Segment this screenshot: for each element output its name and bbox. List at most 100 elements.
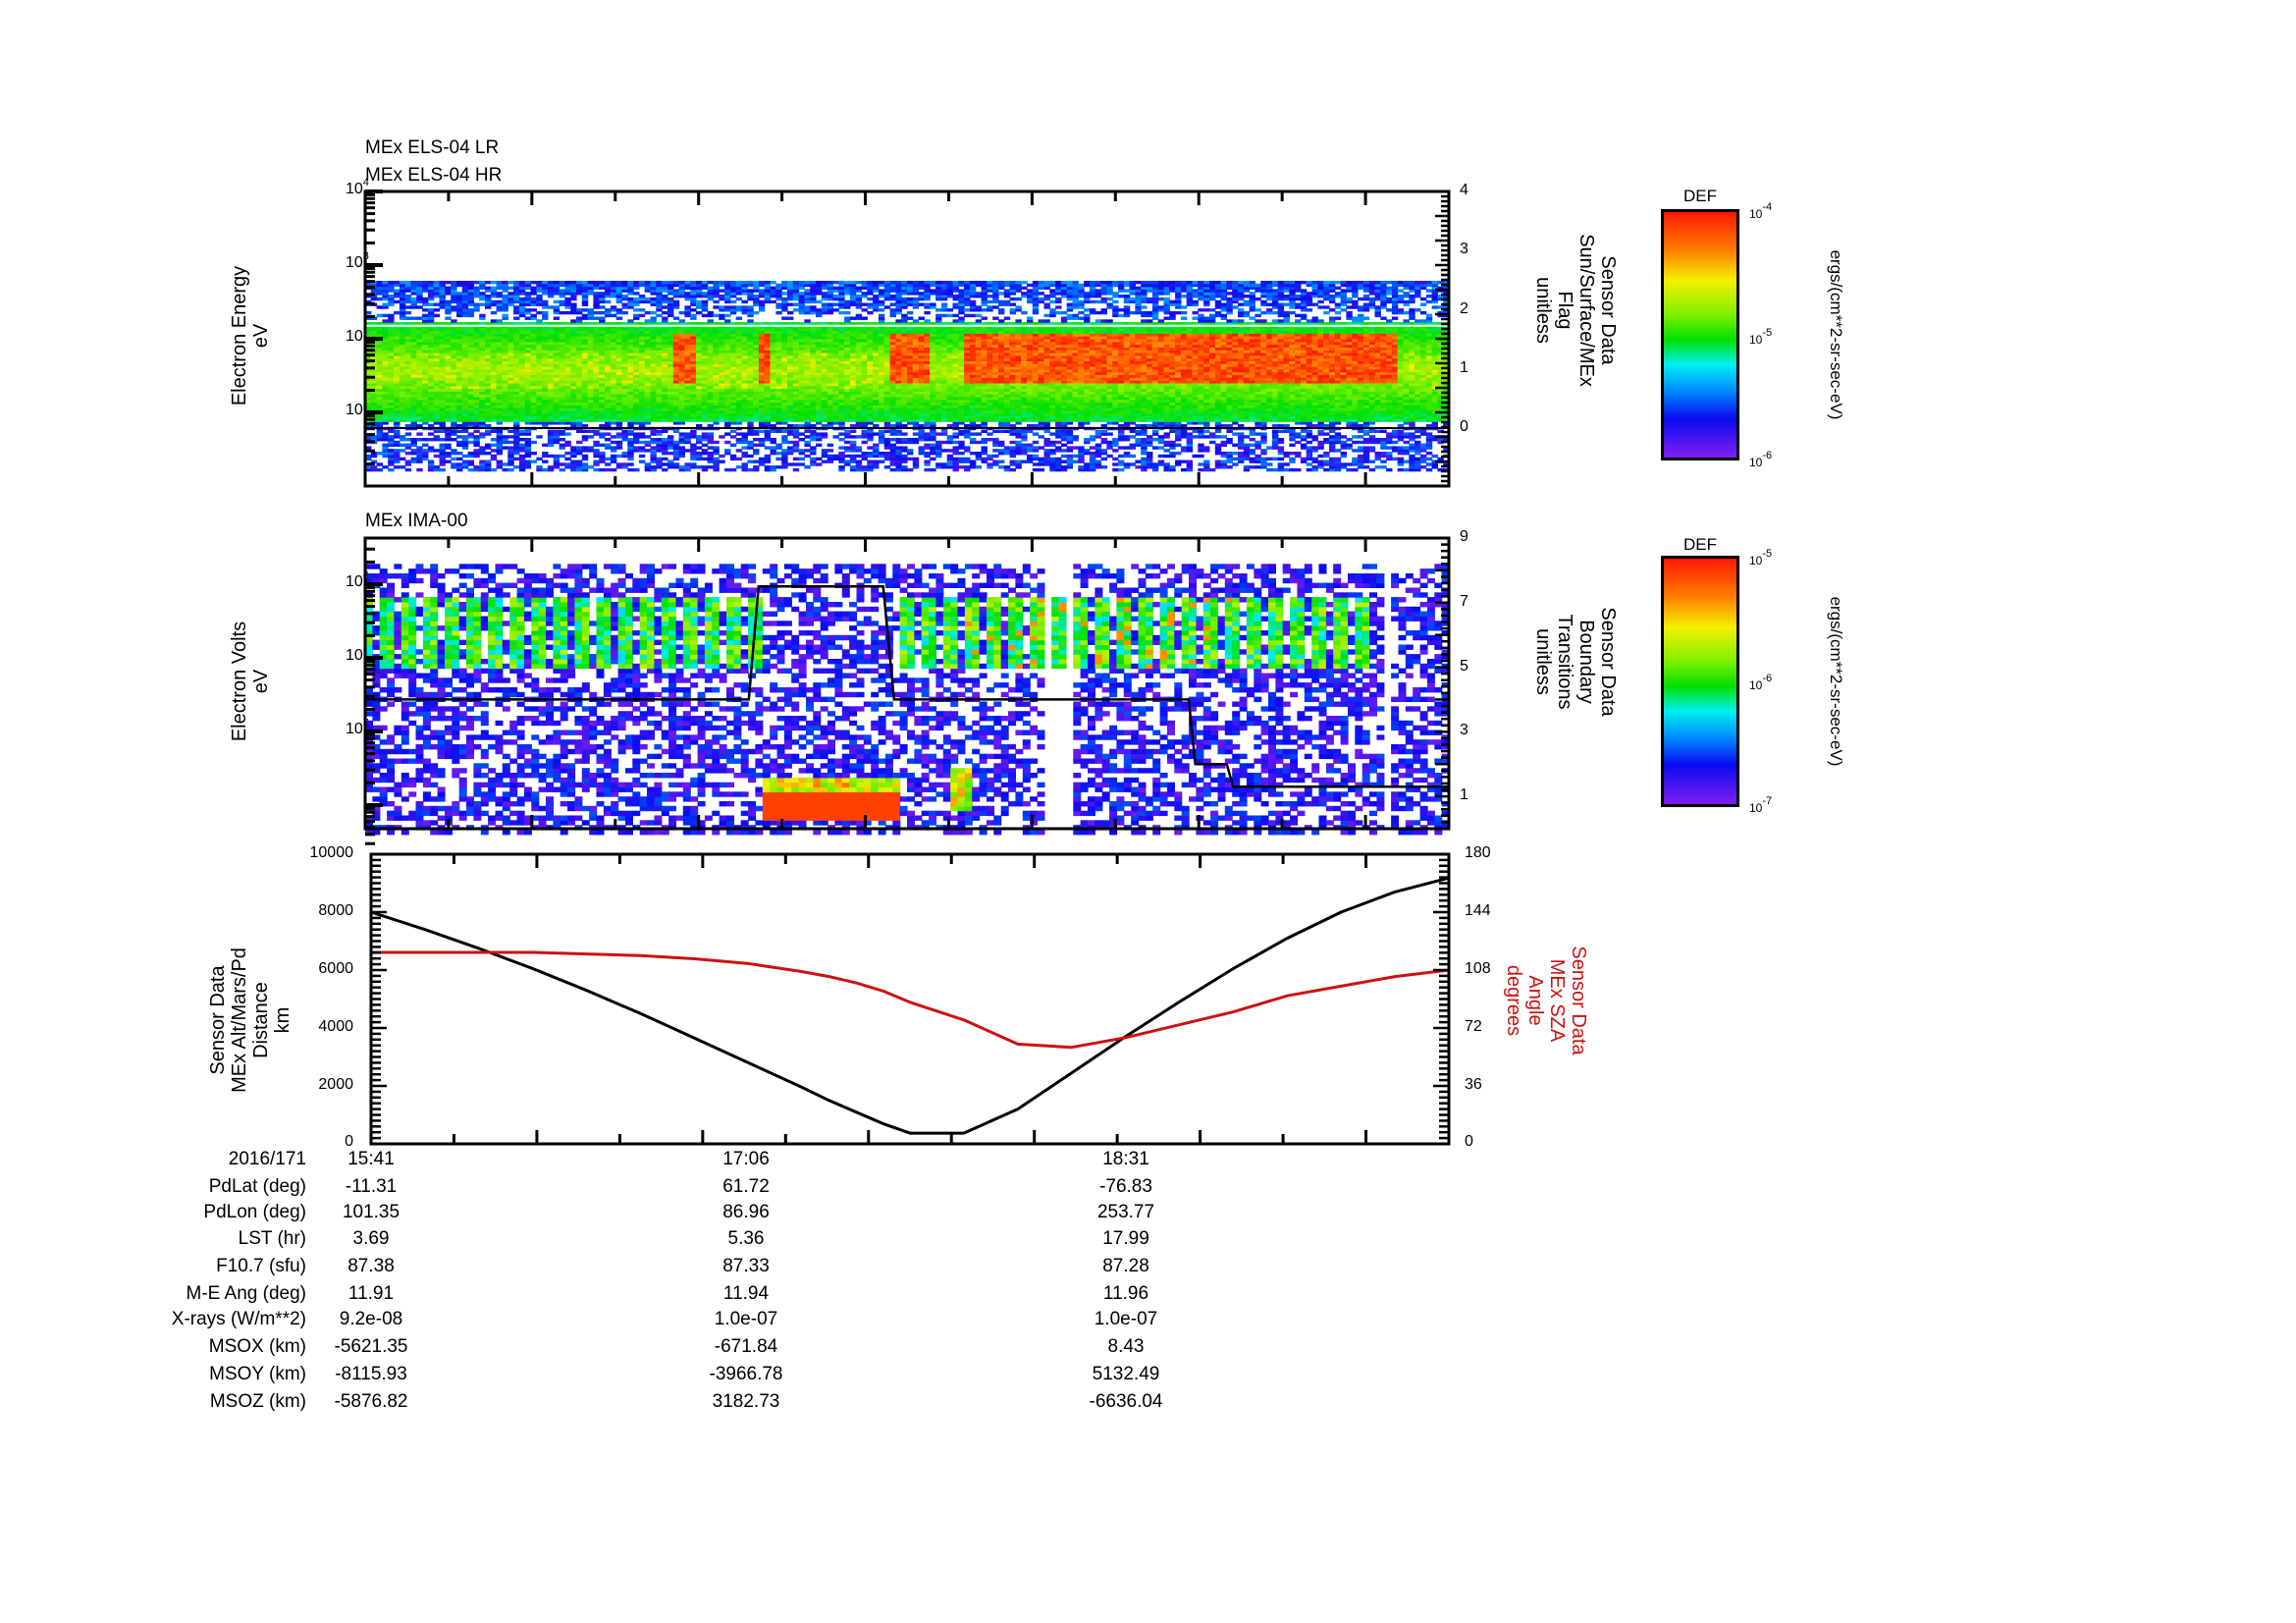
orbit-y-label-line3: Distance bbox=[250, 982, 272, 1058]
annotation-value: 3.69 bbox=[352, 1228, 390, 1249]
ima-cb-tick-2: 10-7 bbox=[1749, 795, 1773, 815]
ima-y-label-line2: eV bbox=[250, 669, 272, 694]
annotation-label: M-E Ang (deg) bbox=[186, 1283, 307, 1304]
annotation-value: -5621.35 bbox=[334, 1336, 408, 1357]
orbit-y2-tick-4: 36 bbox=[1465, 1076, 1482, 1093]
annotation-value: 87.28 bbox=[1102, 1256, 1149, 1276]
ima-y2-tick-1: 7 bbox=[1460, 593, 1468, 610]
orbit-y-tick-1: 8000 bbox=[318, 902, 353, 919]
annotation-value: -6636.04 bbox=[1089, 1391, 1163, 1412]
annotation-label: LST (hr) bbox=[238, 1228, 306, 1249]
els-y2-tick-3: 1 bbox=[1460, 359, 1468, 376]
annotation-value: 1.0e-07 bbox=[714, 1309, 778, 1329]
els-title-lr: MEx ELS-04 LR bbox=[365, 137, 500, 158]
ima-y2-label-line3: Transitions bbox=[1554, 614, 1575, 710]
els-y2-label-line3: Flag bbox=[1554, 291, 1575, 330]
orbit-y2-label-line4: degrees bbox=[1503, 964, 1524, 1037]
orbit-y2-label-line3: Angle bbox=[1524, 975, 1546, 1026]
ima-y2-tick-2: 5 bbox=[1460, 658, 1468, 675]
ima-y2-label-line4: unitless bbox=[1532, 628, 1554, 695]
els-cb-tick-1: 10-5 bbox=[1749, 327, 1773, 347]
annotation-value: 9.2e-08 bbox=[339, 1309, 403, 1329]
orbit-y2-tick-2: 108 bbox=[1465, 960, 1491, 977]
ima-colorbar-units: ergs/(cm**2-sr-sec-eV) bbox=[1827, 596, 1845, 767]
annotation-value: 87.38 bbox=[347, 1256, 395, 1276]
orbit-y2-tick-5: 0 bbox=[1465, 1133, 1473, 1150]
els-colorbar-title: DEF bbox=[1683, 187, 1717, 205]
els-title-hr: MEx ELS-04 HR bbox=[365, 165, 503, 186]
ima-cb-tick-1: 10-6 bbox=[1749, 673, 1773, 692]
orbit-y-tick-3: 4000 bbox=[318, 1018, 353, 1035]
annotation-value: 86.96 bbox=[722, 1202, 770, 1222]
annotation-value: 11.91 bbox=[347, 1283, 395, 1304]
ima-y2-tick-0: 9 bbox=[1460, 528, 1468, 545]
orbit-y-tick-2: 6000 bbox=[318, 960, 353, 977]
annotation-value: -671.84 bbox=[714, 1336, 778, 1357]
els-y2-tick-1: 3 bbox=[1460, 241, 1468, 257]
orbit-y2-tick-3: 72 bbox=[1465, 1018, 1482, 1035]
orbit-y-label-line4: km bbox=[272, 1006, 294, 1034]
els-y-axis-label-line2: eV bbox=[250, 323, 272, 349]
els-y-axis-label: Electron Energy eV bbox=[229, 247, 272, 424]
annotation-value: 18:31 bbox=[1102, 1149, 1149, 1169]
annotation-value: 3182.73 bbox=[712, 1391, 780, 1412]
annotation-label: MSOY (km) bbox=[209, 1364, 306, 1384]
ima-colorbar-title: DEF bbox=[1683, 535, 1717, 554]
annotation-value: 17.99 bbox=[1102, 1228, 1149, 1249]
annotation-value: 1.0e-07 bbox=[1094, 1309, 1158, 1329]
orbit-y-tick-5: 0 bbox=[345, 1133, 353, 1150]
annotation-label: X-rays (W/m**2) bbox=[171, 1309, 306, 1329]
orbit-y2-label-line2: MEx SZA bbox=[1546, 958, 1568, 1043]
annotation-value: -3966.78 bbox=[709, 1364, 783, 1384]
orbit-y-label-line2: MEx Alt/Mars/Pd bbox=[229, 947, 250, 1093]
els-colorbar-units: ergs/(cm**2-sr-sec-eV) bbox=[1827, 249, 1845, 420]
els-spectrogram[interactable] bbox=[363, 189, 1451, 488]
ima-y2-tick-3: 3 bbox=[1460, 722, 1468, 738]
annotation-value: 253.77 bbox=[1096, 1202, 1155, 1222]
orbit-y-axis-label: Sensor Data MEx Alt/Mars/Pd Distance km bbox=[207, 907, 294, 1133]
annotation-value: 11.94 bbox=[722, 1283, 770, 1304]
annotation-value: 5132.49 bbox=[1092, 1364, 1160, 1384]
els-cb-tick-0: 10-4 bbox=[1749, 201, 1773, 221]
orbit-line-plot[interactable] bbox=[369, 852, 1451, 1146]
els-colorbar bbox=[1661, 209, 1739, 460]
ima-y-label-line1: Electron Volts bbox=[229, 621, 250, 742]
annotation-label: F10.7 (sfu) bbox=[216, 1256, 306, 1276]
annotation-label: 2016/171 bbox=[228, 1149, 306, 1169]
els-y-tick-0: 104 bbox=[346, 177, 369, 197]
orbit-y2-tick-1: 144 bbox=[1465, 902, 1491, 919]
els-y2-tick-0: 4 bbox=[1460, 182, 1468, 198]
annotation-value: -8115.93 bbox=[335, 1364, 407, 1384]
annotation-value: -5876.82 bbox=[334, 1391, 408, 1412]
annotation-label: MSOX (km) bbox=[208, 1336, 306, 1357]
annotation-value: -76.83 bbox=[1099, 1176, 1152, 1197]
els-y2-tick-4: 0 bbox=[1460, 418, 1468, 435]
ima-cb-tick-0: 10-5 bbox=[1749, 548, 1773, 568]
annotation-value: 17:06 bbox=[722, 1149, 770, 1169]
annotation-label: PdLon (deg) bbox=[203, 1202, 306, 1222]
ima-y-axis-label: Electron Volts eV bbox=[229, 593, 272, 770]
els-y-axis-label-line1: Electron Energy bbox=[229, 265, 250, 406]
ima-y2-tick-4: 1 bbox=[1460, 786, 1468, 803]
annotation-label: PdLat (deg) bbox=[208, 1176, 306, 1197]
ima-y2-axis-label: Sensor Data Boundary Transitions unitles… bbox=[1532, 544, 1619, 780]
orbit-y2-tick-0: 180 bbox=[1465, 844, 1491, 861]
orbit-y-tick-4: 2000 bbox=[318, 1076, 353, 1093]
ima-title: MEx IMA-00 bbox=[365, 511, 468, 531]
els-y2-tick-2: 2 bbox=[1460, 300, 1468, 317]
orbit-y-tick-0: 10000 bbox=[309, 844, 354, 861]
annotation-value: 5.36 bbox=[727, 1228, 765, 1249]
els-y2-label-line4: unitless bbox=[1532, 277, 1554, 344]
annotation-value: 8.43 bbox=[1107, 1336, 1145, 1357]
annotation-value: 61.72 bbox=[722, 1176, 770, 1197]
ima-spectrogram[interactable] bbox=[363, 536, 1451, 845]
annotation-value: -11.31 bbox=[345, 1176, 398, 1197]
ima-y2-label-line2: Boundary bbox=[1575, 620, 1597, 704]
els-cb-tick-2: 10-6 bbox=[1749, 450, 1773, 469]
orbit-y2-label-line1: Sensor Data bbox=[1568, 946, 1589, 1055]
annotation-value: 11.96 bbox=[1102, 1283, 1149, 1304]
annotation-value: 15:41 bbox=[347, 1149, 395, 1169]
annotation-value: 87.33 bbox=[722, 1256, 770, 1276]
els-y2-label-line1: Sensor Data bbox=[1597, 255, 1619, 365]
els-y2-label-line2: Sun/Surface/MEx bbox=[1575, 234, 1597, 387]
